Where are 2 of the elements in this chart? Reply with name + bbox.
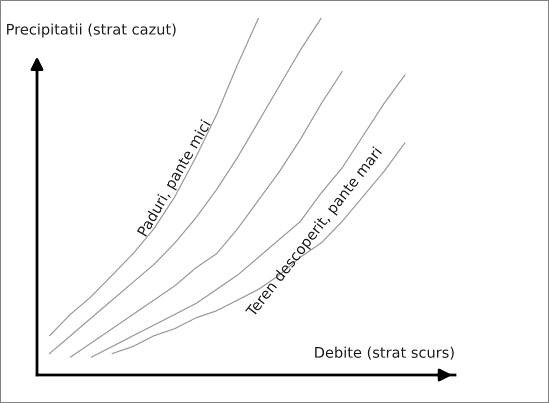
x-axis-title: Debite (strat scurs) [315,346,454,360]
y-axis-title: Precipitatii (strat cazut) [7,23,176,38]
